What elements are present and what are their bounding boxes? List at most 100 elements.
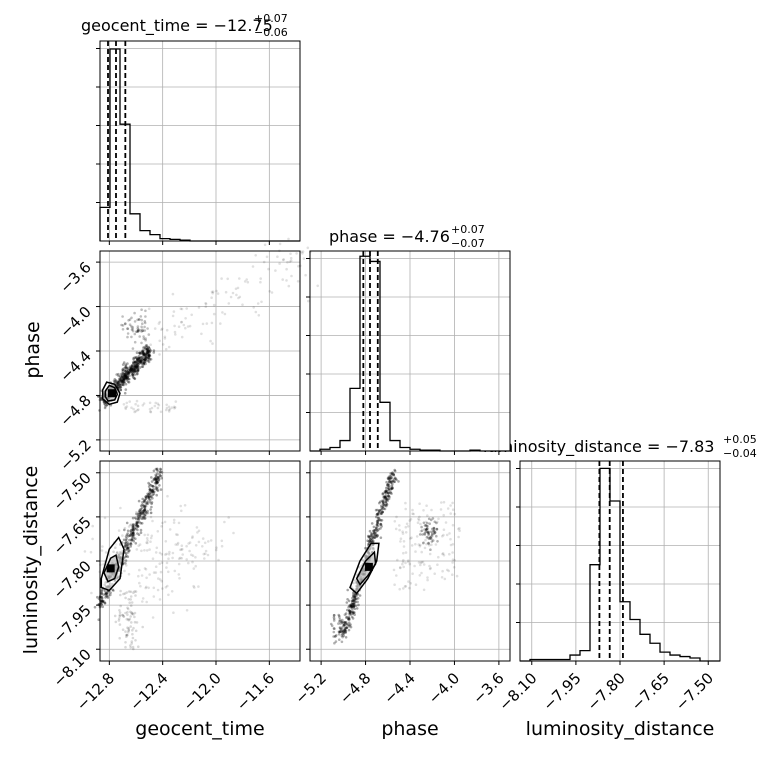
- sample-point: [385, 489, 389, 493]
- sample-point: [125, 366, 129, 370]
- sample-point: [211, 291, 214, 295]
- sample-point: [144, 358, 147, 361]
- sample-point: [138, 510, 142, 513]
- sample-point: [141, 365, 145, 369]
- sample-point: [141, 350, 144, 353]
- sample-point: [144, 344, 148, 348]
- sample-point: [145, 502, 148, 506]
- sample-point: [133, 370, 136, 374]
- sample-point: [91, 524, 94, 528]
- sample-point: [124, 370, 127, 373]
- sample-point: [188, 541, 192, 544]
- sample-point: [121, 383, 125, 386]
- sample-point: [102, 563, 105, 566]
- sample-point: [122, 361, 126, 364]
- sample-point: [142, 402, 146, 405]
- sample-point: [375, 526, 378, 529]
- panel-frame-geocent_time-vs-luminosity_distance: [99, 460, 301, 662]
- sample-point: [143, 358, 147, 361]
- sample-point: [123, 391, 127, 395]
- sample-point: [214, 548, 218, 552]
- sample-point: [121, 324, 125, 327]
- sample-point: [125, 552, 128, 555]
- sample-point: [141, 348, 145, 352]
- sample-point: [103, 516, 107, 520]
- sample-point: [144, 355, 147, 358]
- sample-point: [143, 514, 147, 517]
- sample-point: [151, 490, 154, 494]
- sample-point: [126, 547, 130, 550]
- sample-point: [119, 386, 123, 389]
- sample-point: [345, 601, 349, 604]
- sample-point: [125, 591, 129, 594]
- sample-point: [126, 362, 129, 365]
- sample-point: [148, 353, 151, 357]
- sample-point: [112, 589, 115, 592]
- sample-point: [338, 626, 342, 630]
- sample-point: [432, 532, 436, 536]
- sample-point: [348, 624, 351, 628]
- sample-point: [112, 379, 116, 383]
- sample-point: [139, 360, 143, 364]
- sample-point: [117, 380, 120, 384]
- sample-point: [159, 570, 163, 574]
- sample-point: [122, 379, 125, 382]
- sample-point: [137, 408, 140, 411]
- sample-point: [147, 485, 151, 488]
- sample-point: [234, 287, 238, 291]
- sample-point: [132, 362, 135, 365]
- sample-point: [151, 616, 155, 619]
- sample-point: [349, 605, 353, 608]
- sample-point: [153, 327, 157, 330]
- sample-point: [146, 351, 149, 355]
- sample-point: [398, 528, 401, 532]
- sample-point: [380, 507, 384, 511]
- sample-point: [414, 550, 417, 553]
- sample-point: [143, 320, 147, 323]
- sample-point: [119, 604, 122, 608]
- sample-point: [131, 636, 135, 640]
- sample-point: [451, 543, 455, 546]
- sample-point: [123, 569, 126, 573]
- sample-point: [136, 370, 140, 373]
- sample-point: [123, 545, 127, 548]
- sample-point: [138, 568, 141, 572]
- sample-point: [137, 328, 140, 331]
- sample-point: [132, 361, 135, 364]
- sample-point: [389, 490, 392, 494]
- sample-point: [338, 630, 341, 634]
- sample-point: [101, 599, 105, 603]
- sample-point: [101, 605, 104, 609]
- sample-point: [380, 499, 384, 503]
- sample-point: [135, 355, 138, 359]
- sample-point: [152, 469, 156, 473]
- sample-point: [382, 498, 386, 501]
- sample-point: [168, 407, 172, 411]
- sample-point: [118, 383, 121, 386]
- sample-point: [137, 544, 140, 547]
- sample-point: [121, 328, 125, 331]
- sample-point: [146, 348, 149, 351]
- sample-point: [390, 486, 394, 490]
- sample-point: [127, 371, 130, 375]
- sample-point: [420, 529, 424, 532]
- sample-point: [103, 601, 107, 605]
- sample-point: [132, 536, 135, 540]
- sample-point: [122, 615, 126, 618]
- sample-point: [131, 368, 134, 372]
- sample-point: [124, 376, 127, 380]
- sample-point: [426, 578, 429, 582]
- sample-point: [411, 572, 414, 575]
- sample-point: [404, 507, 408, 511]
- sample-point: [196, 531, 199, 534]
- sample-point: [131, 528, 135, 532]
- sample-point: [383, 496, 387, 500]
- sample-point: [124, 366, 127, 369]
- sample-point: [136, 524, 140, 528]
- sample-point: [144, 356, 148, 359]
- sample-point: [188, 324, 192, 328]
- sample-point: [154, 475, 158, 479]
- sample-point: [137, 329, 140, 333]
- sample-point: [93, 605, 97, 609]
- sample-point: [356, 597, 360, 600]
